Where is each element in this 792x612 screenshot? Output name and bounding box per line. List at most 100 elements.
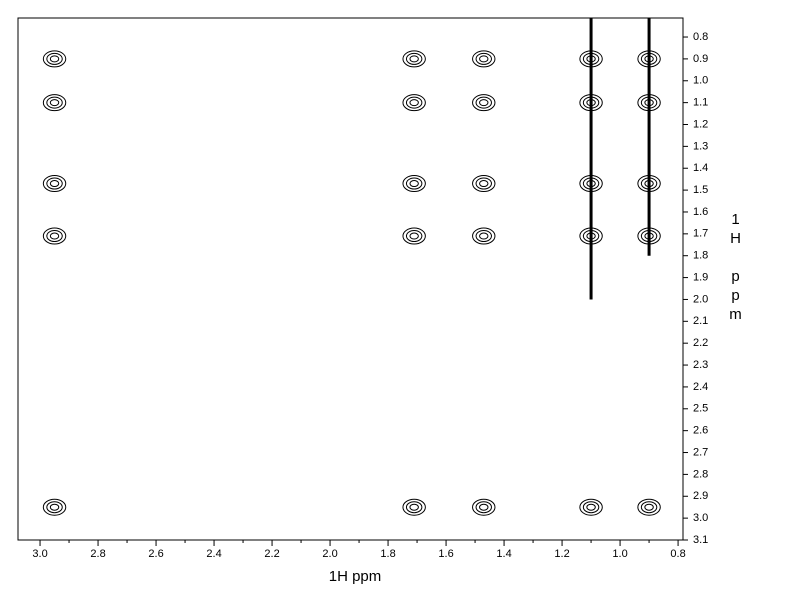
cross-peak — [402, 498, 426, 516]
contour-level — [637, 498, 661, 516]
contour-level — [46, 177, 63, 190]
cross-peak — [402, 175, 426, 193]
cross-peak — [637, 175, 661, 193]
contour-level — [637, 227, 661, 245]
contour-level — [644, 503, 654, 511]
x-tick-label: 2.8 — [90, 548, 105, 560]
x-tick-label: 1.0 — [612, 548, 627, 560]
y-tick-label: 2.4 — [693, 381, 708, 393]
y-tick-label: 0.9 — [693, 53, 708, 65]
y-tick-label: 2.0 — [693, 293, 708, 305]
x-tick-label: 0.8 — [670, 548, 685, 560]
cross-peak — [637, 94, 661, 112]
contour-level — [405, 52, 423, 65]
contour-level — [49, 180, 60, 188]
x-tick-label: 1.4 — [496, 548, 511, 560]
contour-level — [409, 55, 419, 63]
y-tick-label: 1.4 — [693, 162, 708, 174]
y-tick-label: 1.7 — [693, 228, 708, 240]
contour-level — [409, 180, 419, 188]
y-tick-label: 2.2 — [693, 337, 708, 349]
cross-peak — [579, 227, 603, 245]
contour-level — [46, 96, 63, 109]
y-tick-label: 3.1 — [693, 534, 708, 546]
y-tick-label: 1.2 — [693, 118, 708, 130]
contour-level — [644, 99, 654, 107]
contour-level — [402, 498, 426, 516]
y-tick-label: 1.6 — [693, 206, 708, 218]
contour-level — [475, 177, 492, 190]
contour-level — [479, 55, 489, 63]
contour-level — [479, 99, 489, 107]
x-tick-label: 3.0 — [32, 548, 47, 560]
contour-level — [42, 227, 67, 245]
contour-level — [579, 175, 603, 193]
contour-level — [586, 55, 596, 63]
contour-level — [640, 230, 658, 243]
contour-level — [582, 96, 600, 109]
contour-level — [42, 94, 67, 112]
y-tick-label: 2.7 — [693, 446, 708, 458]
y-tick-label: 2.9 — [693, 490, 708, 502]
cross-peak — [42, 227, 67, 245]
cross-peak — [42, 94, 67, 112]
contour-level — [637, 50, 661, 68]
contour-level — [586, 99, 596, 107]
cross-peak — [402, 50, 426, 68]
cross-peak — [402, 227, 426, 245]
contour-level — [582, 230, 600, 243]
contour-level — [579, 227, 603, 245]
y-tick-label: 2.1 — [693, 315, 708, 327]
y-tick-label: 0.8 — [693, 31, 708, 43]
plot-frame — [17, 17, 684, 541]
y-tick-label: 2.5 — [693, 403, 708, 415]
contour-level — [479, 503, 489, 511]
contour-level — [405, 177, 423, 190]
x-axis-label: 1H ppm — [329, 568, 382, 585]
y-tick-label: 2.3 — [693, 359, 708, 371]
contour-level — [46, 230, 63, 243]
y-tick-label: 1.1 — [693, 97, 708, 109]
cross-peak — [579, 175, 603, 193]
cross-peak — [637, 227, 661, 245]
y-tick-label: 2.6 — [693, 425, 708, 437]
y-tick-label: 1.8 — [693, 250, 708, 262]
cross-peak — [42, 175, 67, 193]
y-tick-label: 3.0 — [693, 512, 708, 524]
contour-level — [640, 96, 658, 109]
contour-level — [402, 175, 426, 193]
contour-level — [475, 501, 492, 514]
y-tick-label: 1.3 — [693, 140, 708, 152]
contour-level — [49, 503, 60, 511]
contour-level — [640, 501, 658, 514]
contour-level — [579, 94, 603, 112]
contour-level — [644, 232, 654, 240]
contour-level — [579, 498, 603, 516]
x-tick-label: 2.0 — [322, 548, 337, 560]
cross-peak — [472, 94, 496, 112]
contour-level — [46, 501, 63, 514]
cross-peak — [402, 94, 426, 112]
y-axis-label: 1H ppm — [727, 211, 744, 325]
contour-level — [640, 177, 658, 190]
contour-level — [479, 180, 489, 188]
cross-peak — [472, 227, 496, 245]
contour-level — [42, 498, 67, 516]
contour-level — [475, 96, 492, 109]
contour-level — [586, 503, 596, 511]
contour-level — [475, 52, 492, 65]
contour-level — [586, 180, 596, 188]
x-tick-label: 1.2 — [554, 548, 569, 560]
cross-peak — [472, 498, 496, 516]
contour-level — [402, 50, 426, 68]
contour-level — [402, 227, 426, 245]
contour-level — [49, 232, 60, 240]
x-tick-label: 1.8 — [380, 548, 395, 560]
y-tick-label: 1.9 — [693, 271, 708, 283]
contour-level — [579, 50, 603, 68]
contour-level — [405, 230, 423, 243]
contour-level — [475, 230, 492, 243]
cross-peak — [579, 50, 603, 68]
contour-level — [405, 96, 423, 109]
contour-level — [582, 177, 600, 190]
